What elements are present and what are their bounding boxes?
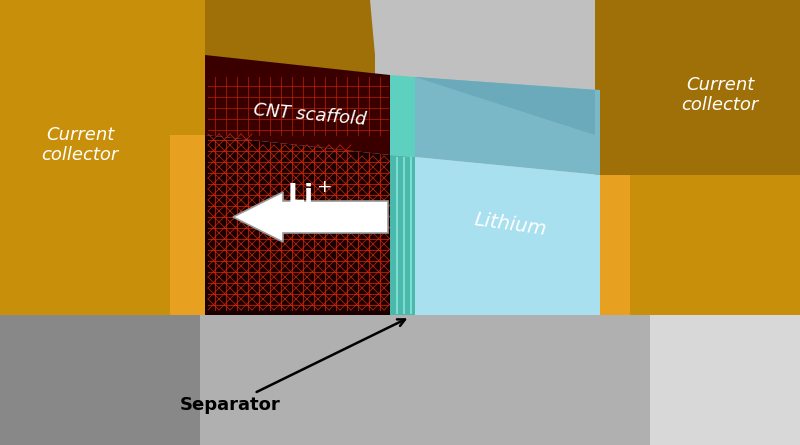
Text: Current
collector: Current collector	[42, 125, 118, 164]
Polygon shape	[415, 77, 600, 175]
Polygon shape	[200, 315, 650, 445]
Polygon shape	[0, 0, 205, 315]
Polygon shape	[205, 135, 390, 315]
Polygon shape	[170, 135, 205, 315]
Text: Li$^+$: Li$^+$	[287, 184, 333, 210]
Polygon shape	[0, 210, 205, 230]
Polygon shape	[390, 155, 415, 315]
Polygon shape	[0, 230, 170, 315]
Text: CNT scaffold: CNT scaffold	[253, 101, 367, 129]
Polygon shape	[595, 135, 630, 175]
Polygon shape	[630, 175, 800, 315]
Polygon shape	[205, 55, 390, 155]
Polygon shape	[0, 315, 200, 445]
Polygon shape	[595, 0, 630, 175]
FancyArrow shape	[233, 192, 388, 242]
Polygon shape	[205, 55, 375, 135]
Text: Current
collector: Current collector	[682, 76, 758, 114]
Polygon shape	[415, 77, 595, 135]
Polygon shape	[595, 175, 630, 315]
Polygon shape	[415, 157, 600, 315]
Polygon shape	[390, 75, 415, 157]
Text: Separator: Separator	[180, 320, 405, 414]
Polygon shape	[0, 0, 375, 55]
Text: Lithium: Lithium	[473, 210, 547, 239]
Polygon shape	[0, 315, 800, 445]
Polygon shape	[650, 315, 800, 445]
Polygon shape	[630, 0, 800, 175]
Polygon shape	[595, 0, 800, 135]
